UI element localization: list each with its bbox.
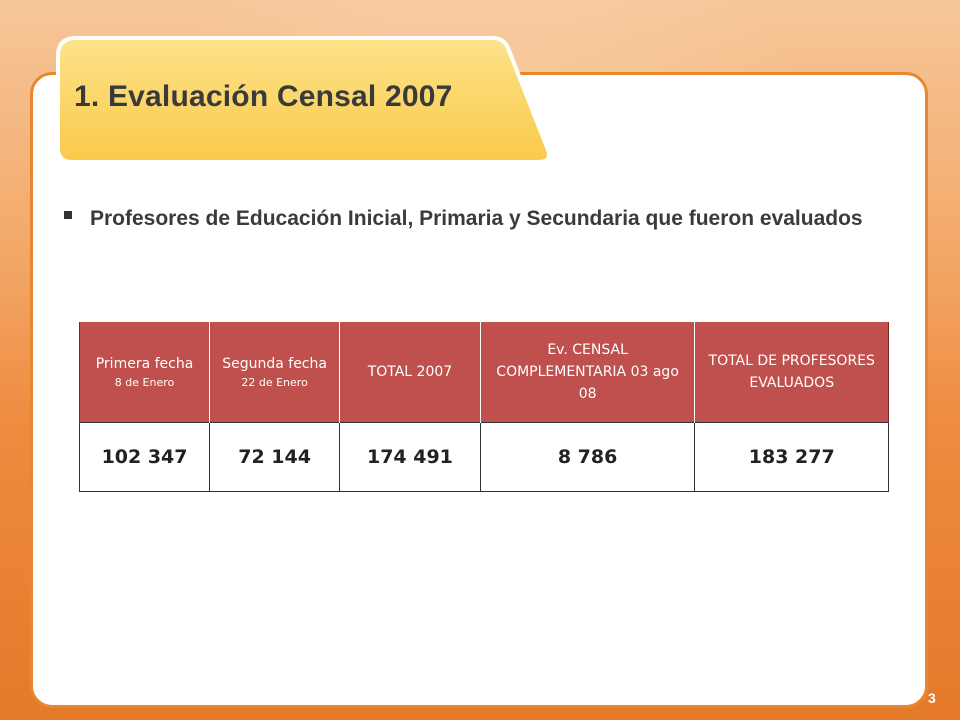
header-primera-fecha: Primera fecha 8 de Enero (78, 322, 211, 423)
header-segunda-fecha: Segunda fecha 22 de Enero (209, 322, 341, 423)
header-ev-censal: Ev. CENSAL COMPLEMENTARIA 03 ago 08 (479, 322, 696, 423)
bullet-item: Profesores de Educación Inicial, Primari… (64, 200, 900, 237)
cell-ev-censal: 8 786 (479, 422, 696, 492)
bullet-text: Profesores de Educación Inicial, Primari… (90, 207, 863, 230)
header-main: TOTAL 2007 (367, 364, 453, 380)
cell-segunda-fecha: 72 144 (209, 422, 341, 492)
cell-total-2007: 174 491 (339, 422, 481, 492)
title-tab (52, 34, 552, 166)
header-total-2007: TOTAL 2007 (339, 322, 481, 423)
header-sub: 22 de Enero (241, 376, 308, 389)
cell-primera-fecha: 102 347 (78, 422, 211, 492)
cell-total-profesores: 183 277 (694, 422, 889, 492)
table-row: 102 347 72 144 174 491 8 786 183 277 (78, 422, 889, 492)
evaluation-table: Primera fecha 8 de Enero Segunda fecha 2… (78, 322, 889, 492)
table-header-row: Primera fecha 8 de Enero Segunda fecha 2… (78, 322, 889, 423)
square-bullet-icon (64, 211, 72, 219)
header-main: Segunda fecha (222, 356, 327, 372)
header-main: Primera fecha (95, 356, 194, 372)
page-number: 3 (928, 690, 936, 706)
slide-title: 1. Evaluación Censal 2007 (74, 80, 453, 113)
header-total-profesores: TOTAL DE PROFESORES EVALUADOS (694, 322, 889, 423)
header-main: TOTAL DE PROFESORES EVALUADOS (708, 353, 875, 391)
header-sub: 8 de Enero (114, 376, 175, 389)
header-main: Ev. CENSAL COMPLEMENTARIA 03 ago 08 (496, 342, 679, 402)
